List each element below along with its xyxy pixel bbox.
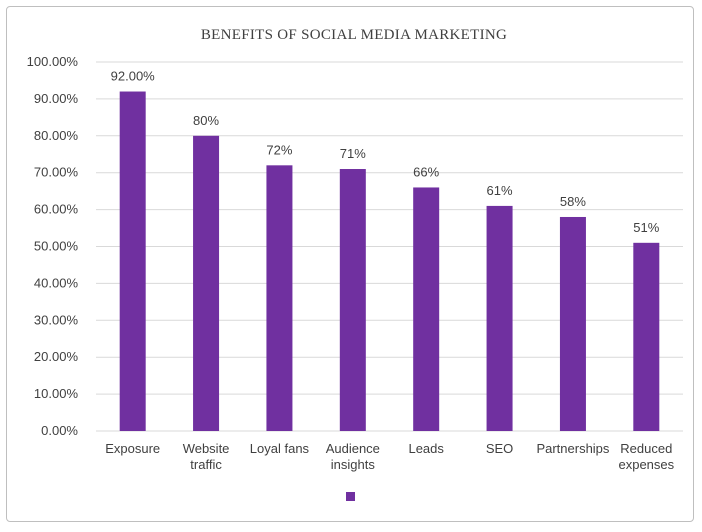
data-labels: 92.00% 80% 72% 71% 66% 61% 58% 51% — [111, 69, 660, 235]
gridlines — [96, 61, 683, 432]
category-label: Loyal fans — [250, 441, 310, 456]
bar — [633, 242, 660, 431]
category-label: Partnerships — [536, 441, 609, 456]
category-labels: Exposure Website traffic Loyal fans Audience… — [105, 441, 674, 472]
category-label: Exposure — [105, 441, 160, 456]
chart-title: BENEFITS OF SOCIAL MEDIA MARKETING — [201, 27, 507, 43]
data-label: 61% — [487, 183, 513, 198]
y-axis-ticks: 0.00% 10.00% 20.00% 30.00% 40.00% 50.00% 60.00… — [27, 54, 79, 438]
bar — [486, 205, 513, 431]
data-label: 92.00% — [111, 69, 156, 84]
legend-swatch — [346, 492, 355, 501]
y-tick-label: 80.00% — [34, 128, 79, 143]
bar — [266, 165, 293, 431]
y-tick-label: 90.00% — [34, 91, 79, 106]
y-tick-label: 50.00% — [34, 239, 79, 254]
category-label: Leads — [408, 441, 444, 456]
y-tick-label: 60.00% — [34, 202, 79, 217]
y-tick-label: 10.00% — [34, 386, 79, 401]
y-tick-label: 70.00% — [34, 165, 79, 180]
y-tick-label: 100.00% — [27, 54, 79, 69]
data-label: 71% — [340, 146, 366, 161]
bar — [339, 169, 366, 431]
data-label: 66% — [413, 164, 439, 179]
bar — [119, 91, 146, 432]
bars — [119, 91, 660, 432]
category-label: SEO — [486, 441, 513, 456]
data-label: 72% — [266, 142, 292, 157]
bar — [193, 135, 220, 432]
y-tick-label: 20.00% — [34, 349, 79, 364]
data-label: 58% — [560, 194, 586, 209]
category-label: Reduced expenses — [618, 441, 674, 472]
y-tick-label: 0.00% — [41, 423, 78, 438]
data-label: 80% — [193, 113, 219, 128]
bar — [413, 187, 440, 431]
bar — [559, 216, 586, 431]
category-label: Website traffic — [183, 441, 230, 472]
data-label: 51% — [633, 220, 659, 235]
category-label: Audience insights — [326, 441, 380, 472]
y-tick-label: 30.00% — [34, 312, 79, 327]
y-tick-label: 40.00% — [34, 275, 79, 290]
